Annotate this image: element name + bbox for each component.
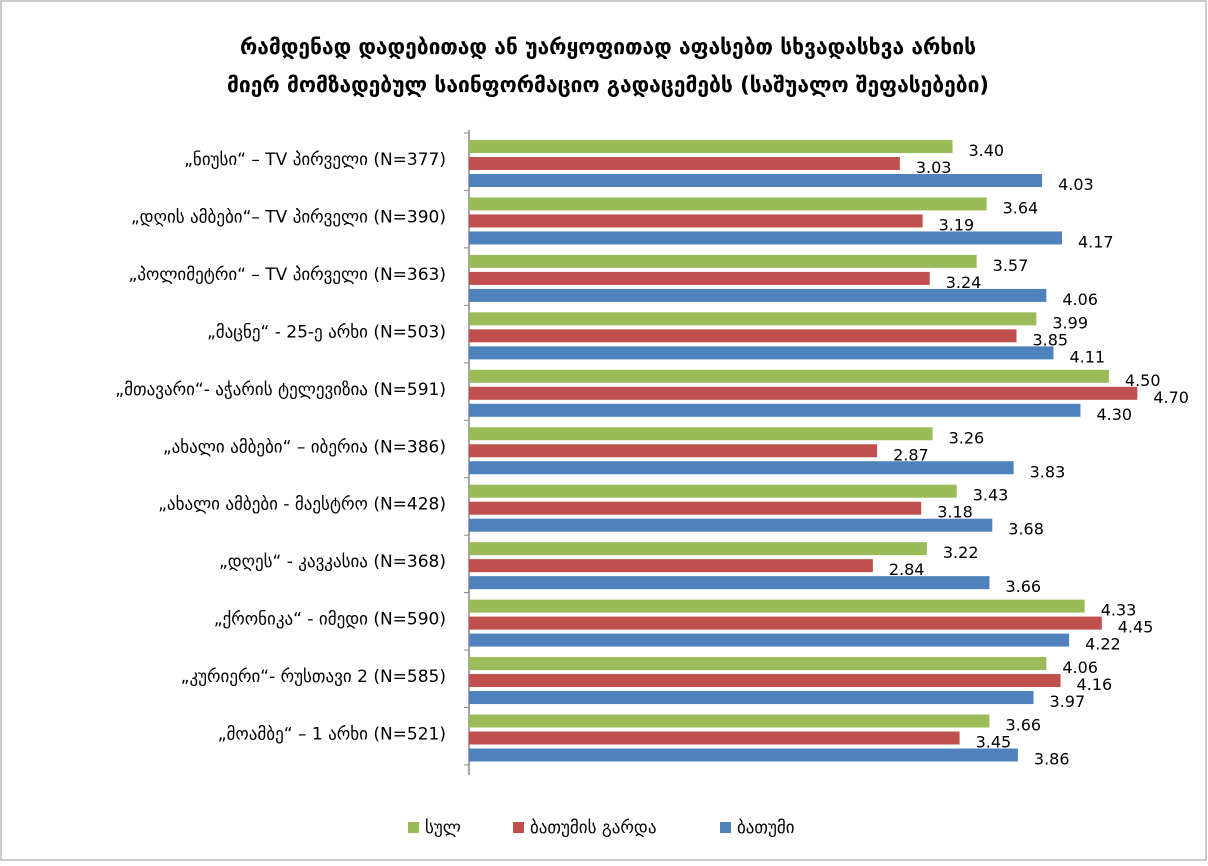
value-label: 3.83: [1030, 462, 1066, 481]
category-label: „კურიერი“- რუსთავი 2 (N=585): [181, 667, 446, 687]
legend-swatch: [720, 822, 731, 833]
category-label: „მთავარი“- აჭარის ტელევიზია (N=591): [115, 380, 446, 400]
legend-label: ბათუმის გარდა: [530, 818, 656, 838]
value-label: 4.17: [1078, 232, 1114, 251]
value-label: 4.33: [1101, 601, 1137, 620]
bar: [469, 427, 933, 441]
category-label: „დღის ამბები“– TV პირველი (N=390): [131, 207, 446, 227]
bar: [469, 197, 987, 211]
bar: [469, 288, 1047, 302]
category-label: „დღეს“ - კავკასია (N=368): [219, 552, 446, 572]
category-label: „პოლიმეტრი“ – TV პირველი (N=363): [129, 265, 446, 285]
value-label: 3.43: [973, 486, 1009, 505]
bar: [469, 271, 930, 285]
legend-label: ბათუმი: [737, 818, 795, 838]
value-label: 3.99: [1052, 313, 1088, 332]
value-label: 4.50: [1125, 371, 1161, 390]
bar: [469, 518, 993, 532]
value-label: 4.06: [1062, 290, 1098, 309]
bar: [469, 329, 1017, 343]
bar: [469, 599, 1085, 613]
value-label: 3.40: [968, 141, 1004, 160]
value-label: 3.26: [949, 428, 985, 447]
bar: [469, 542, 927, 556]
category-label: „მაცნე“ - 25-ე არხი (N=503): [207, 322, 446, 342]
bar: [469, 174, 1043, 187]
bar: [469, 484, 957, 498]
value-label: 4.06: [1062, 658, 1098, 677]
value-label: 4.16: [1077, 675, 1113, 694]
value-label: 3.68: [1008, 520, 1044, 539]
category-label: „მოამბე“ – 1 არხი (N=521): [218, 725, 446, 745]
value-label: 4.70: [1153, 388, 1189, 407]
bar: [469, 346, 1054, 360]
bar: [469, 444, 878, 458]
bar: [469, 386, 1138, 400]
bar: [469, 403, 1081, 417]
bar: [469, 461, 1014, 475]
value-label: 4.30: [1096, 405, 1132, 424]
legend-swatch: [408, 822, 419, 833]
bar: [469, 231, 1062, 245]
bar: [469, 657, 1047, 671]
value-label: 4.45: [1118, 618, 1154, 637]
value-label: 4.22: [1085, 635, 1121, 654]
value-label: 3.97: [1050, 692, 1086, 711]
value-label: 4.03: [1058, 175, 1094, 194]
bar: [469, 674, 1061, 688]
bar: [469, 714, 990, 728]
bar: [469, 214, 923, 228]
value-label: 3.66: [1005, 716, 1041, 735]
value-label: 3.45: [976, 733, 1012, 752]
category-label: „ნიუსი“ – TV პირველი (N=377): [184, 150, 446, 170]
category-label: „ახალი ამბები“ – იბერია (N=386): [163, 437, 446, 457]
chart-title: მიერ მომზადებულ საინფორმაციო გადაცემებს …: [227, 73, 989, 97]
bar: [469, 691, 1034, 705]
value-label: 3.19: [939, 215, 975, 234]
bar: [469, 633, 1070, 647]
bar: [469, 616, 1102, 630]
value-label: 3.64: [1003, 198, 1039, 217]
bar: [469, 140, 953, 153]
value-label: 3.66: [1005, 577, 1041, 596]
bar: [469, 731, 960, 745]
value-label: 3.85: [1032, 330, 1068, 349]
value-label: 3.24: [946, 273, 982, 292]
value-label: 3.18: [937, 503, 973, 522]
legend-label: სულ: [425, 818, 461, 838]
category-label: „ახალი ამბები - მაესტრო (N=428): [158, 495, 446, 515]
legend-swatch: [513, 822, 524, 833]
category-label: „ქრონიკა“ - იმედი (N=590): [214, 610, 446, 630]
value-label: 3.03: [916, 158, 952, 177]
bar: [469, 501, 922, 515]
value-label: 2.87: [893, 445, 929, 464]
bar: [469, 369, 1109, 383]
value-label: 3.86: [1034, 750, 1070, 769]
value-label: 4.11: [1069, 347, 1105, 366]
bar: [469, 312, 1037, 326]
bar: [469, 576, 990, 590]
bar: [469, 748, 1018, 762]
value-label: 3.57: [993, 256, 1029, 275]
bar: [469, 559, 873, 573]
bar: [469, 254, 977, 268]
chart-title: რამდენად დადებითად ან უარყოფითად აფასებთ…: [240, 35, 976, 59]
value-label: 3.22: [943, 543, 979, 562]
value-label: 2.84: [889, 560, 925, 579]
bar: [469, 157, 900, 170]
